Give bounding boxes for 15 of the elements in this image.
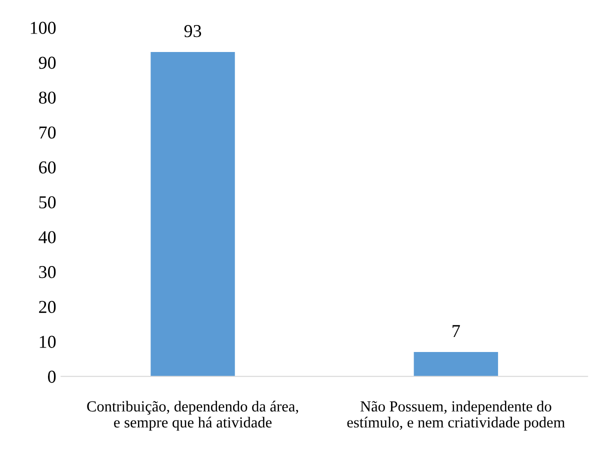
y-tick-label: 60 (39, 161, 56, 174)
y-tick-label: 0 (48, 370, 56, 383)
y-tick-label: 40 (38, 231, 56, 244)
y-tick-label: 20 (39, 300, 56, 314)
data-label: 93 (184, 25, 202, 38)
data-label: 7 (452, 325, 460, 338)
y-tick-label: 80 (38, 92, 56, 104)
y-tick-label: 10 (40, 336, 56, 348)
y-tick-label: 50 (39, 196, 56, 208)
x-tick-label: Não Possuem, independente do estímulo, e nem criatividade podem (347, 400, 565, 431)
y-tick-label: 100 (30, 22, 56, 34)
x-tick-label: Contribuição, dependendo da área, e sempre que há atividade (87, 400, 298, 431)
y-tick-label: 70 (39, 126, 56, 139)
y-tick-label: 30 (39, 266, 56, 278)
y-tick-label: 90 (38, 56, 56, 69)
